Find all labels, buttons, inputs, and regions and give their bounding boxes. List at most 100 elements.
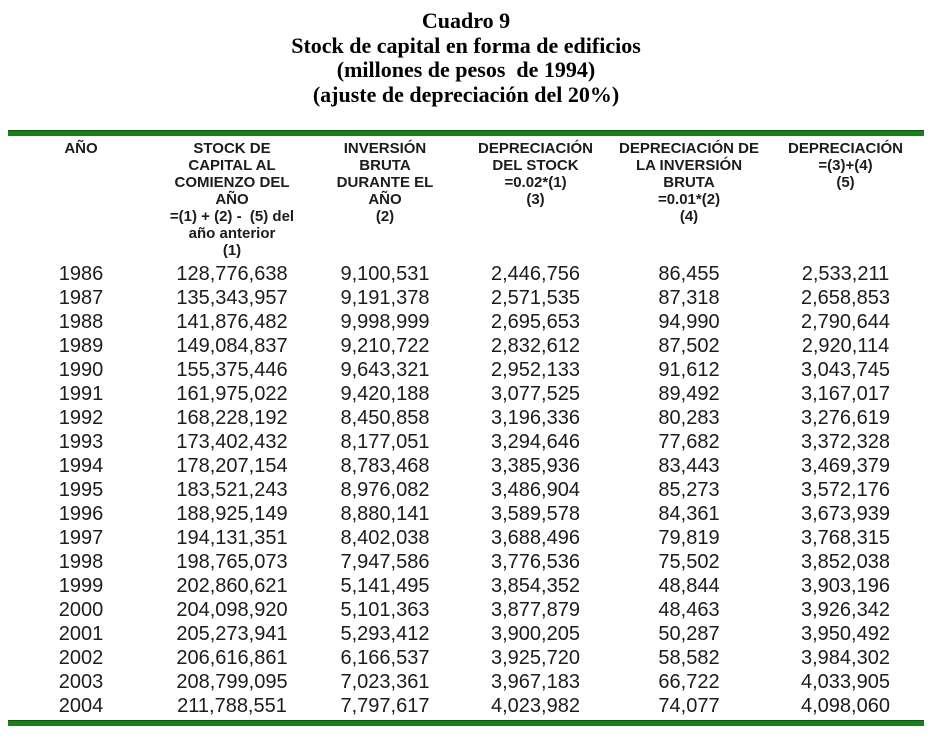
year-cell: 1996 xyxy=(58,503,104,525)
value-cell: 194,131,351 xyxy=(176,527,288,549)
value-cell: 7,023,361 xyxy=(340,671,430,693)
year-cell: 1993 xyxy=(58,431,104,453)
table-row: 1988 141,876,482 9,998,999 2,695,653 94,990 2… xyxy=(8,310,924,334)
header-line: AÑO xyxy=(368,191,402,208)
value-cell: 3,768,315 xyxy=(801,527,890,549)
table-row: 1989 149,084,837 9,210,722 2,832,612 87,502 2… xyxy=(8,334,924,358)
value-cell: 50,287 xyxy=(658,623,720,645)
value-cell: 9,100,531 xyxy=(340,263,430,285)
value-cell: 9,998,999 xyxy=(340,311,430,333)
title-line-adjustment: (ajuste de depreciación del 20%) xyxy=(312,81,620,107)
value-cell: 202,860,621 xyxy=(176,575,288,597)
table-bottom-rule xyxy=(8,720,924,726)
value-cell: 3,077,525 xyxy=(491,383,580,405)
header-line: DEPRECIACIÓN xyxy=(477,140,593,157)
value-cell: 204,098,920 xyxy=(176,599,288,621)
value-cell: 3,294,646 xyxy=(491,431,580,453)
header-line: LA INVERSIÓN xyxy=(635,157,743,174)
table-row: 2000 204,098,920 5,101,363 3,877,879 48,463 3… xyxy=(8,598,924,622)
value-cell: 2,695,653 xyxy=(491,311,580,333)
value-cell: 77,682 xyxy=(658,431,720,453)
value-cell: 3,688,496 xyxy=(491,527,580,549)
value-cell: 3,469,379 xyxy=(801,455,890,477)
value-cell: 5,293,412 xyxy=(340,623,430,645)
year-cell: 1999 xyxy=(58,575,104,597)
value-cell: 173,402,432 xyxy=(176,431,288,453)
value-cell: 2,952,133 xyxy=(491,359,580,381)
value-cell: 79,819 xyxy=(658,527,720,549)
value-cell: 3,852,038 xyxy=(801,551,890,573)
value-cell: 188,925,149 xyxy=(176,503,288,525)
value-cell: 94,990 xyxy=(658,311,720,333)
header-line: (4) xyxy=(679,208,699,225)
value-cell: 8,880,141 xyxy=(340,503,430,525)
value-cell: 66,722 xyxy=(658,671,720,693)
value-cell: 83,443 xyxy=(658,455,720,477)
table-row: 1995 183,521,243 8,976,082 3,486,904 85,273 3… xyxy=(8,478,924,502)
value-cell: 3,589,578 xyxy=(491,503,580,525)
value-cell: 3,900,205 xyxy=(491,623,580,645)
header-line: COMIENZO DEL xyxy=(174,174,290,191)
column-header-depreciacion-inversion: DEPRECIACIÓN DE LA INVERSIÓN BRUTA =0.01*(2… xyxy=(611,136,767,262)
value-cell: 3,673,939 xyxy=(801,503,890,525)
value-cell: 5,101,363 xyxy=(340,599,430,621)
value-cell: 5,141,495 xyxy=(340,575,430,597)
year-cell: 1987 xyxy=(58,287,104,309)
year-cell: 2000 xyxy=(58,599,104,621)
value-cell: 8,177,051 xyxy=(340,431,430,453)
value-cell: 3,926,342 xyxy=(801,599,890,621)
value-cell: 9,643,321 xyxy=(340,359,430,381)
value-cell: 3,776,536 xyxy=(491,551,580,573)
header-line: (5) xyxy=(836,174,855,191)
header-line: =0.02*(1) xyxy=(504,174,567,191)
value-cell: 3,967,183 xyxy=(491,671,580,693)
table-row: 1996 188,925,149 8,880,141 3,589,578 84,361 3… xyxy=(8,502,924,526)
value-cell: 135,343,957 xyxy=(176,287,288,309)
value-cell: 2,571,535 xyxy=(491,287,580,309)
value-cell: 205,273,941 xyxy=(176,623,288,645)
year-cell: 1994 xyxy=(58,455,104,477)
value-cell: 8,450,858 xyxy=(340,407,430,429)
title-line-cuadro: Cuadro 9 xyxy=(421,8,511,33)
value-cell: 48,844 xyxy=(658,575,720,597)
table-row: 1998 198,765,073 7,947,586 3,776,536 75,502 3… xyxy=(8,550,924,574)
value-cell: 8,976,082 xyxy=(340,479,430,501)
value-cell: 3,385,936 xyxy=(491,455,580,477)
title-line-units: (millones de pesos de 1994) xyxy=(336,57,596,82)
header-row: AÑO STOCK DE CAPITAL AL COMIENZO DEL AÑO =(1)… xyxy=(8,136,924,262)
value-cell: 211,788,551 xyxy=(177,695,287,717)
year-cell: 2004 xyxy=(58,695,104,717)
value-cell: 206,616,861 xyxy=(176,647,288,669)
year-cell: 1998 xyxy=(58,551,104,573)
table-row: 2004 211,788,551 7,797,617 4,023,982 74,077 4… xyxy=(8,694,924,718)
year-cell: 1992 xyxy=(58,407,104,429)
value-cell: 8,402,038 xyxy=(340,527,430,549)
value-cell: 128,776,638 xyxy=(176,263,288,285)
value-cell: 3,196,336 xyxy=(491,407,580,429)
value-cell: 86,455 xyxy=(658,263,720,285)
data-table: AÑO STOCK DE CAPITAL AL COMIENZO DEL AÑO =(1)… xyxy=(8,136,924,718)
value-cell: 6,166,537 xyxy=(340,647,430,669)
table-row: 2001 205,273,941 5,293,412 3,900,205 50,287 3… xyxy=(8,622,924,646)
header-line: DURANTE EL xyxy=(336,174,434,191)
header-line: =(1) + (2) - (5) del xyxy=(169,208,295,225)
header-line: (2) xyxy=(375,208,395,225)
value-cell: 2,920,114 xyxy=(801,335,890,357)
table-row: 1991 161,975,022 9,420,188 3,077,525 89,492 3… xyxy=(8,382,924,406)
header-line: =(3)+(4) xyxy=(818,157,873,174)
value-cell: 183,521,243 xyxy=(176,479,288,501)
value-cell: 198,765,073 xyxy=(176,551,288,573)
value-cell: 2,446,756 xyxy=(491,263,580,285)
table-row: 1990 155,375,446 9,643,321 2,952,133 91,612 3… xyxy=(8,358,924,382)
header-line: (1) xyxy=(222,242,242,259)
value-cell: 161,975,022 xyxy=(176,383,288,405)
column-header-inversion-bruta: INVERSIÓN BRUTA DURANTE EL AÑO (2) xyxy=(310,136,460,262)
year-cell: 1988 xyxy=(58,311,104,333)
value-cell: 3,854,352 xyxy=(491,575,580,597)
table-row: 1997 194,131,351 8,402,038 3,688,496 79,819 3… xyxy=(8,526,924,550)
value-cell: 155,375,446 xyxy=(176,359,288,381)
value-cell: 80,283 xyxy=(658,407,720,429)
header-line: AÑO xyxy=(64,140,98,157)
value-cell: 89,492 xyxy=(658,383,720,405)
